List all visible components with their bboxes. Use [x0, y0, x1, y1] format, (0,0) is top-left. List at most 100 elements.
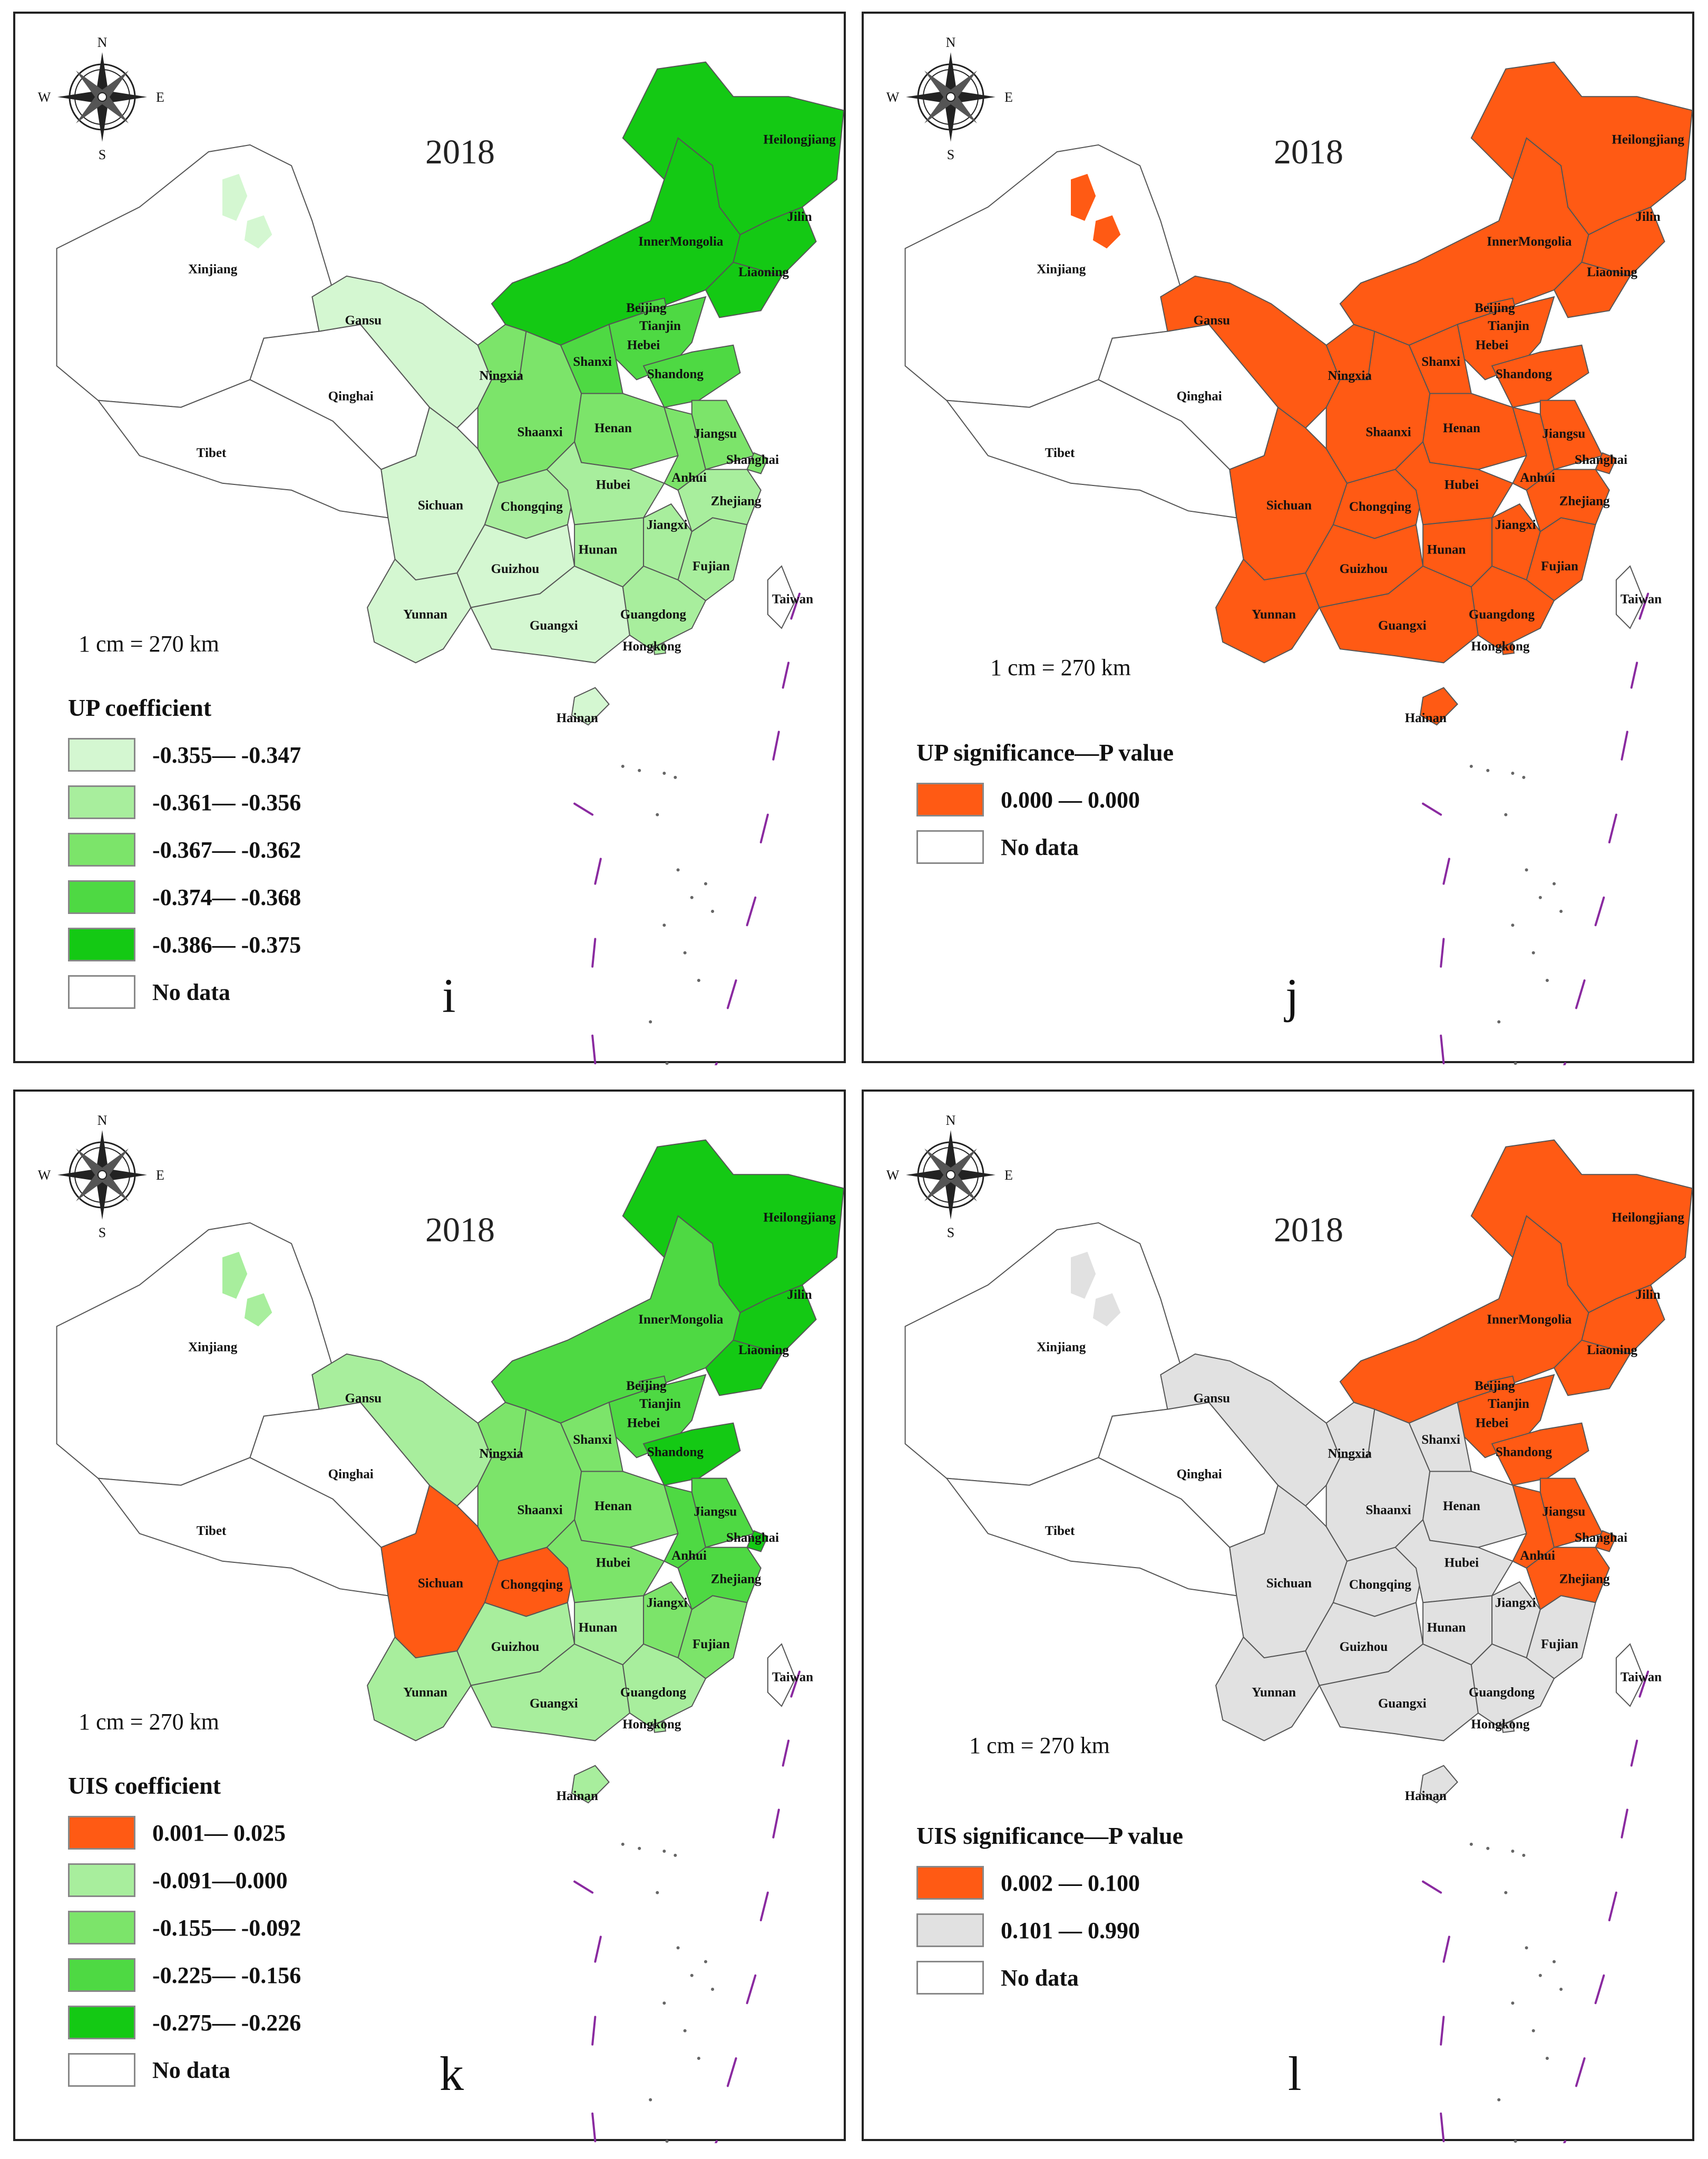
- dash-segment: [591, 2112, 597, 2143]
- island-dot: [1522, 1853, 1526, 1857]
- dash-segment: [1594, 896, 1605, 927]
- province-label-chongqing: Chongqing: [501, 1578, 563, 1592]
- province-hebei: [608, 1374, 707, 1458]
- legend-label: -0.367— -0.362: [152, 837, 301, 863]
- province-label-liaoning: Liaoning: [738, 265, 789, 279]
- dash-segment: [1442, 858, 1450, 885]
- island-dot: [674, 775, 677, 779]
- province-label-chongqing: Chongqing: [1349, 1578, 1412, 1592]
- province-label-hebei: Hebei: [1476, 1416, 1509, 1431]
- legend-swatch: [68, 1863, 135, 1897]
- province-jiangsu: [691, 1477, 755, 1548]
- province-label-ningxia: Ningxia: [480, 1446, 524, 1461]
- province-hebei: [608, 296, 707, 381]
- province-label-henan: Henan: [1443, 1499, 1480, 1513]
- province-label-hainan: Hainan: [1405, 711, 1447, 725]
- region-patch: [244, 1293, 272, 1327]
- province-label-gansu: Gansu: [1193, 314, 1230, 328]
- island-dot: [1553, 882, 1556, 886]
- region-patch: [244, 215, 272, 249]
- province-label-shaanxi: Shaanxi: [518, 1503, 563, 1518]
- legend-swatch: [916, 1866, 984, 1900]
- province-tibet: [945, 1457, 1237, 1597]
- province-label-innermongolia: InnerMongolia: [638, 235, 724, 249]
- province-labels: Heilongjiang Jilin Liaoning InnerMongolia Be…: [1037, 132, 1684, 725]
- dash-segment: [1442, 1936, 1450, 1963]
- island-dot: [711, 1988, 715, 1991]
- island-dot: [697, 2057, 700, 2060]
- legend-swatch: [68, 2006, 135, 2039]
- island-dot: [1511, 923, 1515, 927]
- province-label-jilin: Jilin: [1636, 1288, 1661, 1302]
- compass-s: S: [99, 1225, 106, 1240]
- island-dot: [676, 1946, 680, 1950]
- province-label-henan: Henan: [1443, 421, 1480, 435]
- island-dot: [621, 764, 624, 768]
- dash-segment: [1630, 662, 1638, 689]
- compass-w: W: [886, 1168, 900, 1183]
- province-shanghai: [746, 452, 769, 474]
- island-dot: [1497, 2098, 1501, 2102]
- dash-segment: [1575, 979, 1586, 1009]
- province-shanxi: [560, 324, 624, 394]
- map-canvas: Heilongjiang Jilin Liaoning InnerMongolia Be…: [38, 35, 845, 1065]
- map-canvas: Heilongjiang Jilin Liaoning InnerMongolia Be…: [886, 1113, 1693, 2143]
- province-label-hebei: Hebei: [627, 338, 660, 353]
- map-canvas: Heilongjiang Jilin Liaoning InnerMongolia Be…: [38, 1113, 845, 2143]
- island-dot: [1511, 1850, 1515, 1853]
- province-label-ningxia: Ningxia: [1328, 368, 1372, 383]
- province-label-gansu: Gansu: [345, 314, 382, 328]
- island-dot: [1531, 2029, 1535, 2032]
- province-label-liaoning: Liaoning: [1587, 1343, 1637, 1357]
- legend-label: No data: [1001, 834, 1079, 860]
- legend-item: No data: [916, 1954, 1183, 2001]
- province-tibet: [97, 1457, 389, 1597]
- province-label-guizhou: Guizhou: [491, 562, 540, 576]
- province-label-xinjiang: Xinjiang: [1037, 1340, 1086, 1355]
- legend-label: No data: [152, 2057, 230, 2083]
- dash-segment: [1621, 1808, 1628, 1839]
- province-label-fujian: Fujian: [1541, 559, 1578, 573]
- legend-item: -0.225— -0.156: [68, 1951, 301, 1999]
- legend-swatch: [68, 1816, 135, 1850]
- province-label-shandong: Shandong: [1496, 367, 1553, 382]
- legend-title: UP coefficient: [68, 694, 212, 721]
- province-label-innermongolia: InnerMongolia: [638, 1312, 724, 1327]
- province-label-heilongjiang: Heilongjiang: [1612, 1210, 1684, 1224]
- province-label-anhui: Anhui: [671, 471, 707, 485]
- region-patch: [1071, 173, 1096, 221]
- province-label-guizhou: Guizhou: [491, 1640, 540, 1654]
- province-label-guizhou: Guizhou: [1340, 1640, 1388, 1654]
- province-label-sichuan: Sichuan: [418, 1577, 463, 1591]
- island-dot: [649, 2098, 652, 2102]
- map-panel-i: Heilongjiang Jilin Liaoning InnerMongolia Be…: [13, 12, 846, 1065]
- legend-item: -0.091—0.000: [68, 1856, 301, 1904]
- province-label-tianjin: Tianjin: [639, 1397, 681, 1411]
- province-hebei: [1457, 296, 1555, 381]
- legend-item: 0.001— 0.025: [68, 1809, 301, 1856]
- dash-segment: [573, 1880, 594, 1894]
- dash-segment: [746, 896, 757, 927]
- island-dot: [1469, 764, 1473, 768]
- province-label-hubei: Hubei: [1445, 1555, 1479, 1570]
- province-label-hongkong: Hongkong: [1471, 639, 1530, 654]
- province-label-hongkong: Hongkong: [622, 1717, 681, 1732]
- nine-dash-line: [573, 592, 801, 1065]
- legend-label: 0.002 — 0.100: [1001, 1870, 1140, 1896]
- province-label-guangdong: Guangdong: [1469, 608, 1535, 622]
- legend-item: 0.002 — 0.100: [916, 1859, 1183, 1907]
- legend-label: -0.361— -0.356: [152, 789, 301, 815]
- dash-segment: [759, 813, 769, 843]
- province-hainan: [1419, 1765, 1458, 1804]
- legend-label: No data: [152, 979, 230, 1005]
- island-dot: [1525, 868, 1528, 872]
- map-panel-j: Heilongjiang Jilin Liaoning InnerMongolia Be…: [862, 12, 1694, 1065]
- province-label-zhejiang: Zhejiang: [711, 1572, 762, 1587]
- province-label-anhui: Anhui: [671, 1549, 707, 1563]
- legend-swatch: [916, 1913, 984, 1947]
- legend-item: 0.101 — 0.990: [916, 1907, 1183, 1954]
- province-shanxi: [1408, 324, 1472, 394]
- compass-w: W: [38, 1168, 51, 1183]
- province-label-guangxi: Guangxi: [1378, 619, 1427, 633]
- province-label-hubei: Hubei: [1445, 478, 1479, 492]
